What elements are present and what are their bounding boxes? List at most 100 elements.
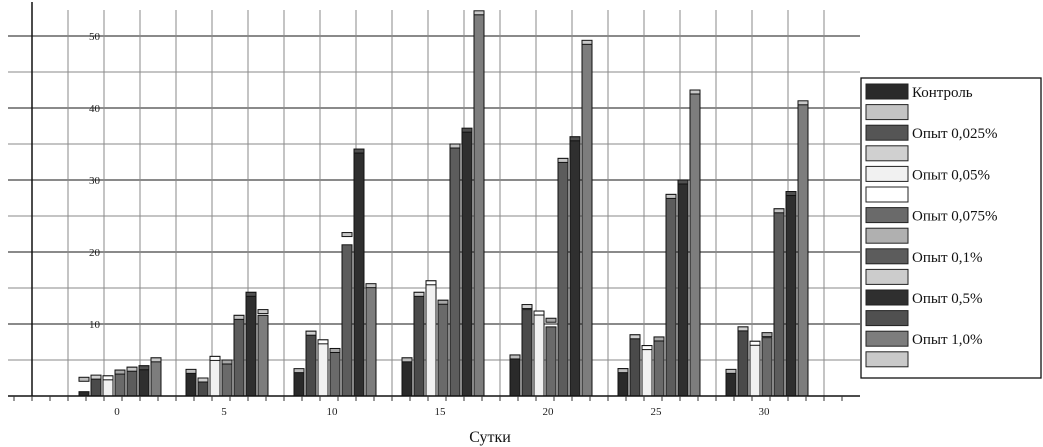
bar-body (545, 326, 557, 397)
bar-body (761, 337, 773, 397)
bar (305, 330, 317, 397)
bar-cap (653, 336, 665, 342)
bar-cap (221, 359, 233, 365)
bar (185, 370, 197, 397)
bar-body (293, 370, 305, 397)
bar (509, 354, 521, 360)
bar-cap (317, 339, 329, 345)
y-tick-label: 10 (89, 319, 101, 331)
bar (317, 339, 329, 397)
bar-cap (533, 310, 545, 316)
bar-body (185, 370, 197, 397)
bar (353, 150, 365, 397)
bar (473, 10, 485, 16)
bar-cap (761, 332, 773, 338)
bar-cap (749, 340, 761, 346)
bar (305, 330, 317, 336)
bar (365, 285, 377, 397)
bar (677, 179, 689, 397)
bar (569, 136, 581, 142)
bar (341, 244, 353, 397)
bar-body (785, 193, 797, 397)
bar (293, 368, 305, 374)
legend-swatch (865, 289, 909, 306)
bar (114, 369, 126, 375)
bar-body (305, 330, 317, 397)
bar-body (737, 326, 749, 397)
bar-body (629, 334, 641, 397)
x-axis-title: Сутки (469, 429, 511, 446)
y-tick-label: 20 (89, 247, 101, 259)
bar-cap (293, 368, 305, 374)
bar (233, 314, 245, 320)
bar (413, 291, 425, 397)
legend-swatch (865, 351, 909, 368)
bar-body (557, 157, 569, 397)
bar (245, 291, 257, 297)
bar-body (749, 340, 761, 397)
bar-cap (233, 314, 245, 320)
y-tick-label: 50 (89, 31, 101, 43)
legend-swatch (865, 124, 909, 141)
bar (785, 193, 797, 397)
bar (629, 334, 641, 340)
bar-body (150, 357, 162, 397)
bar-cap (725, 368, 737, 374)
bar-body (233, 314, 245, 397)
bar (449, 143, 461, 397)
bar-cap (449, 143, 461, 149)
bar-body (569, 136, 581, 397)
bar-cap (150, 357, 162, 363)
bar-body (797, 101, 809, 397)
bar-cap (617, 368, 629, 374)
bar (126, 366, 138, 372)
bar-body (245, 291, 257, 397)
bar (581, 41, 593, 397)
legend: Контроль Опыт 0,025% Опыт 0,05% Опыт 0,075%… (860, 77, 1042, 379)
legend-label: Опыт 0,05% (912, 167, 990, 183)
bar (401, 357, 413, 363)
bar (293, 370, 305, 397)
x-tick-label: 20 (543, 406, 555, 418)
bar (749, 340, 761, 397)
bar-body (689, 90, 701, 397)
legend-swatch (865, 268, 909, 285)
bar (197, 377, 209, 383)
bar-body (221, 360, 233, 397)
bar-cap (521, 304, 533, 310)
bar (641, 345, 653, 351)
bar-body (653, 336, 665, 397)
bar (749, 340, 761, 346)
bar-cap (126, 366, 138, 372)
bar (90, 374, 102, 380)
bar-cap (545, 317, 557, 323)
bar-cap (305, 330, 317, 336)
bar-body (725, 370, 737, 397)
bar-cap (737, 326, 749, 332)
bar-body (413, 291, 425, 397)
bar (473, 11, 485, 397)
legend-label: Опыт 0,5% (912, 291, 983, 307)
legend-swatch (865, 104, 909, 121)
bar (150, 357, 162, 397)
bar (317, 339, 329, 345)
bar-body (401, 357, 413, 397)
legend-swatch (865, 207, 909, 224)
bar-body (353, 150, 365, 397)
bar (425, 280, 437, 286)
bar-cap (197, 377, 209, 383)
legend-swatch (865, 248, 909, 265)
legend-label: Опыт 1,0% (912, 332, 983, 348)
bar-cap (114, 369, 126, 375)
bar (785, 191, 797, 197)
legend-swatch (865, 186, 909, 203)
bar-cap (437, 299, 449, 305)
bar (737, 326, 749, 332)
bar-body (581, 41, 593, 397)
bar (150, 357, 162, 363)
bar-body (533, 310, 545, 397)
bar-cap (641, 345, 653, 351)
bar-cap (665, 193, 677, 199)
bar (797, 100, 809, 106)
